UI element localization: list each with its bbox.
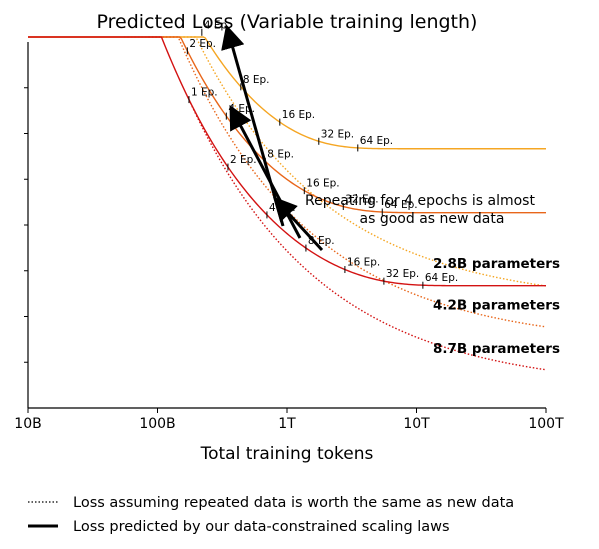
epoch-label: 8 Ep. xyxy=(267,148,294,160)
epoch-label: 64 Ep. xyxy=(425,272,458,284)
plot-area: 10B 100B 1T 10T 100T 2 Ep. 4 Ep. 8 Ep. 16 Ep. 32 … xyxy=(14,19,564,432)
epoch-label: 16 Ep. xyxy=(306,178,339,190)
x-tick-label: 100B xyxy=(139,416,175,432)
epoch-label: 64 Ep. xyxy=(384,199,417,211)
epoch-label: 2 Ep. xyxy=(230,154,257,166)
epoch-label: 8 Ep. xyxy=(243,74,270,86)
epoch-label: 4 Ep. xyxy=(204,19,231,31)
epoch-label: 32 Ep. xyxy=(345,194,378,206)
series-label: 2.8B parameters xyxy=(433,256,560,272)
dotted-series-line xyxy=(148,36,547,328)
x-axis-label: Total training tokens xyxy=(200,444,374,464)
series-label: 8.7B parameters xyxy=(433,341,560,357)
epoch-label: 64 Ep. xyxy=(360,135,393,147)
x-tick-label: 10B xyxy=(14,416,41,432)
x-tick-label: 100T xyxy=(528,416,564,432)
x-tick-label: 1T xyxy=(278,416,296,432)
x-tick-label: 10T xyxy=(403,416,430,432)
series-label: 4.2B parameters xyxy=(433,297,560,313)
annotation-line: as good as new data xyxy=(360,211,505,227)
annotation-arrow xyxy=(272,196,324,252)
epoch-label: 16 Ep. xyxy=(282,109,315,121)
solid-series-line xyxy=(28,36,546,214)
annotation-arrow xyxy=(221,24,285,227)
solid-series-line xyxy=(28,36,546,287)
epoch-label: 16 Ep. xyxy=(347,257,380,269)
legend-label: Loss predicted by our data-constrained s… xyxy=(73,519,450,535)
legend: Loss assuming repeated data is worth the… xyxy=(28,495,514,535)
epoch-label: 1 Ep. xyxy=(191,87,218,99)
solid-series-line xyxy=(28,36,546,150)
chart-title: Predicted Loss (Variable training length… xyxy=(97,11,478,33)
epoch-label: 32 Ep. xyxy=(321,128,354,140)
legend-label: Loss assuming repeated data is worth the… xyxy=(73,495,514,511)
epoch-label: 32 Ep. xyxy=(386,268,419,280)
dotted-series-line xyxy=(123,36,547,287)
annotation-line: Repeating for 4 epochs is almost xyxy=(305,193,535,209)
dotted-series-line xyxy=(188,99,547,371)
epoch-label: 2 Ep. xyxy=(189,38,216,50)
annotation-text: Repeating for 4 epochs is almost as good … xyxy=(305,193,535,227)
